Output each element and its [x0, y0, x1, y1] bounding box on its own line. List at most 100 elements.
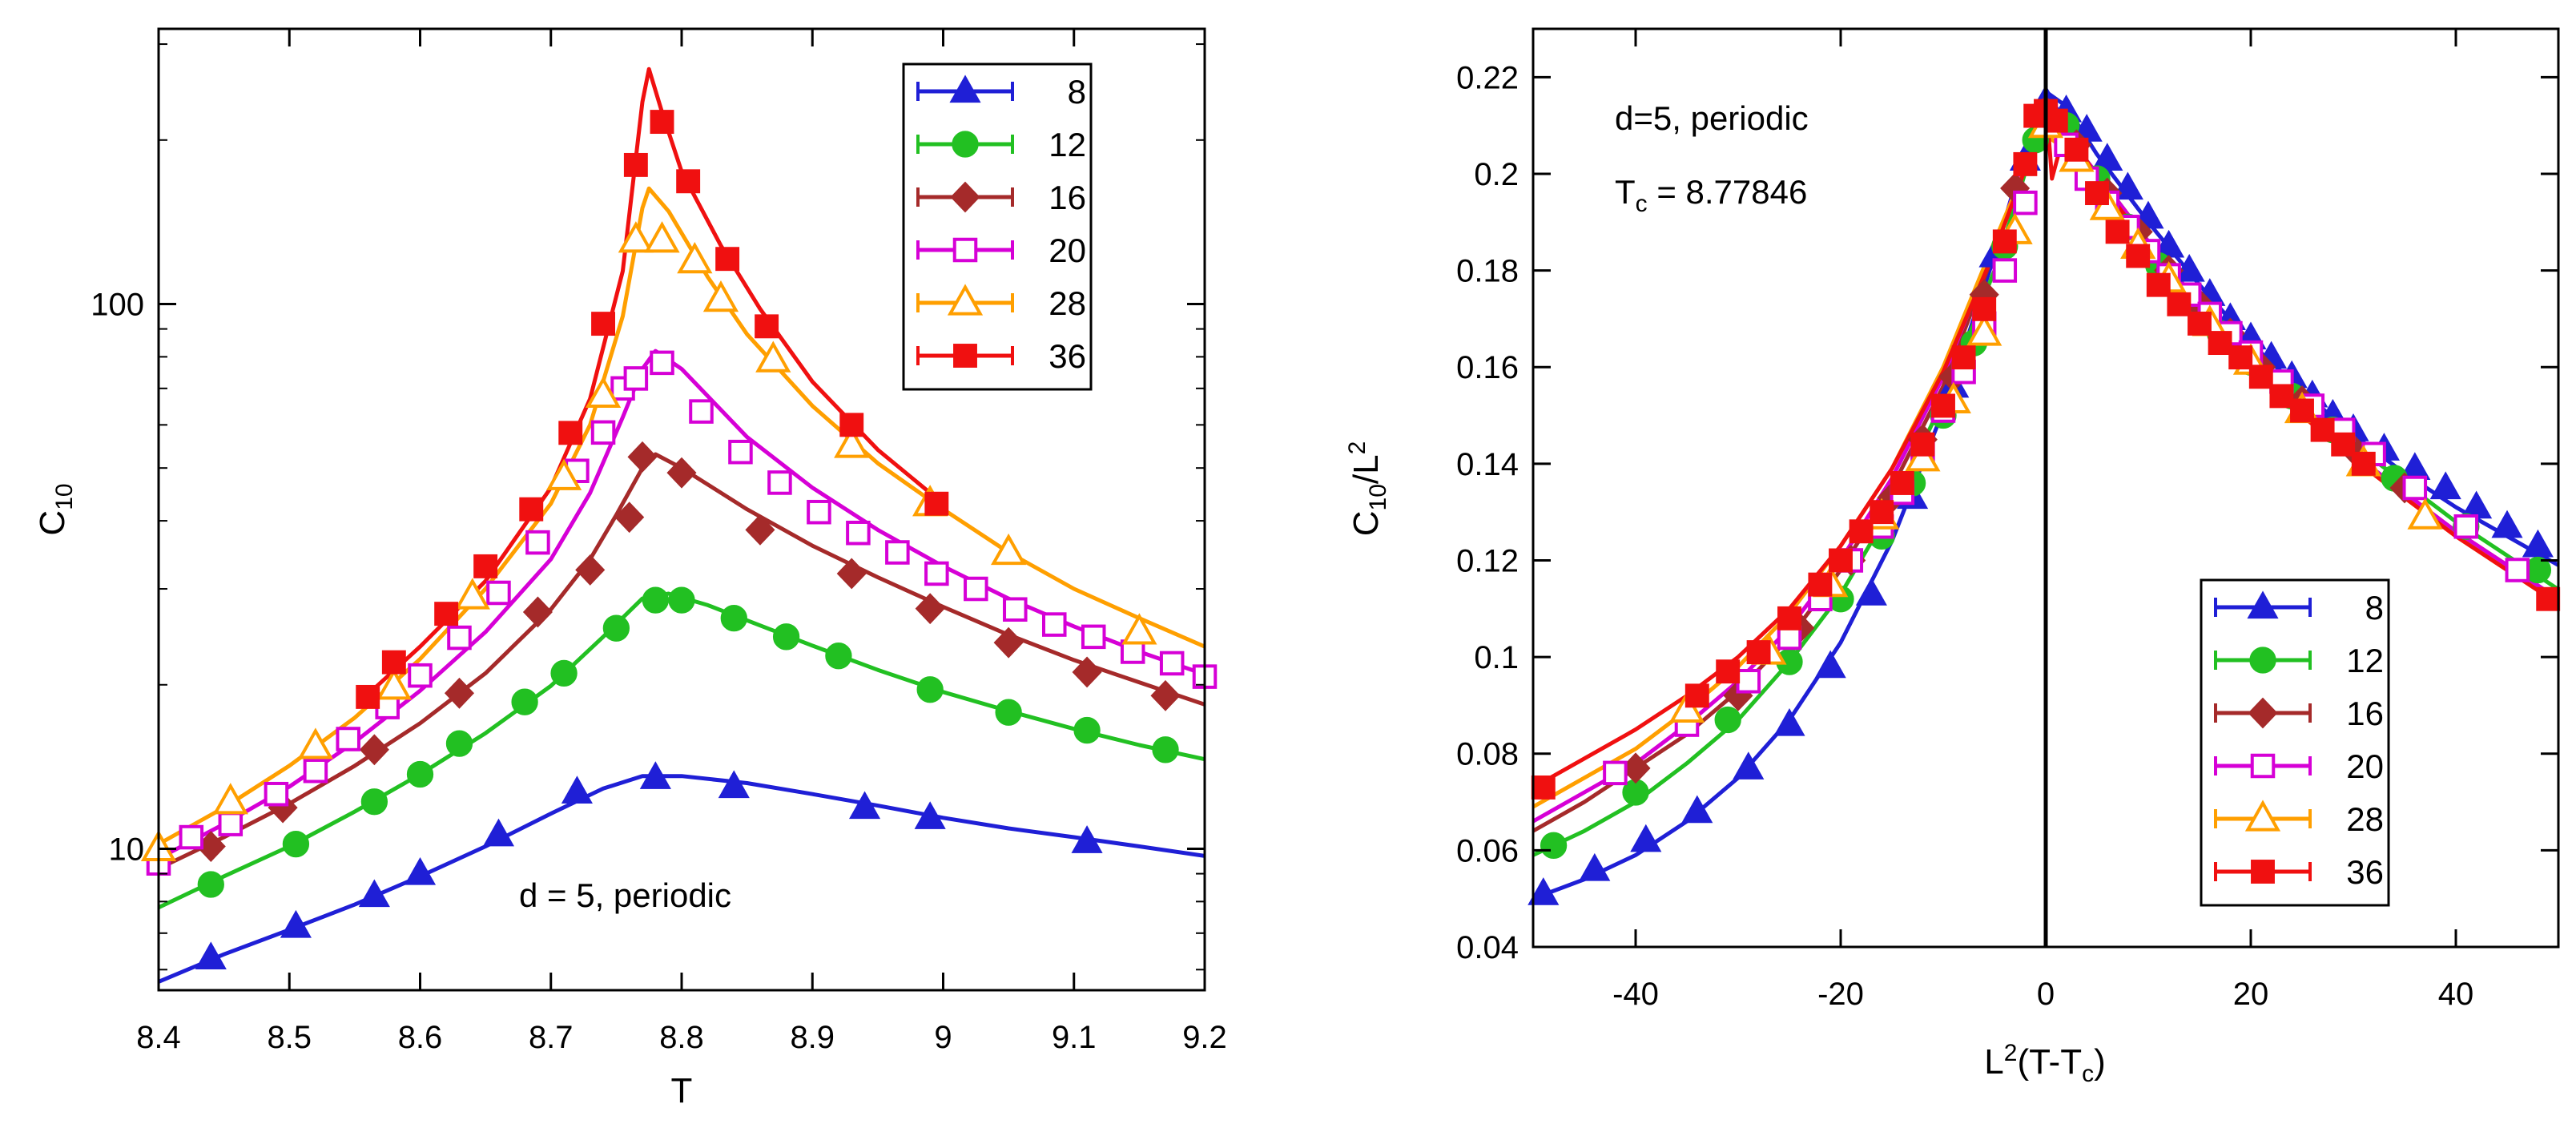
right-ytick-label: 0.22: [1456, 60, 1519, 95]
right-point-L36: [2064, 137, 2089, 162]
left-point-L16: [359, 734, 389, 766]
left-point-L8: [718, 770, 750, 799]
left-point-L16: [836, 558, 867, 590]
left-point-L36: [839, 413, 864, 437]
left-point-L8: [482, 818, 515, 847]
left-point-L16: [522, 596, 553, 628]
right-legend-label-L36: 36: [2346, 853, 2384, 891]
left-point-L12: [772, 623, 800, 651]
left-point-L20: [623, 366, 649, 391]
right-point-L36: [1684, 683, 1709, 708]
left-point-L12: [602, 614, 630, 642]
left-point-L16: [614, 502, 645, 534]
left-xtick-label: 9.1: [1052, 1020, 1097, 1055]
right-chart-panel: -40 -20 0 20 40 0.04 0.06 0.08 0.1 0.12 0.14 0.16 0.…: [1344, 27, 2561, 1087]
right-x-axis-title-mid: (T-T: [2017, 1042, 2082, 1082]
left-point-L20: [408, 663, 433, 688]
left-point-L8: [639, 761, 671, 789]
left-legend-label-L8: 8: [1068, 73, 1086, 111]
left-point-L20: [179, 824, 204, 850]
right-point-L36: [2269, 384, 2294, 409]
right-annotation-tc-main: T: [1615, 173, 1636, 211]
right-point-L36: [2167, 292, 2192, 316]
left-point-L28: [212, 783, 248, 815]
right-xtick-label: 0: [2037, 977, 2055, 1012]
right-ytick-label: 0.08: [1456, 737, 1519, 772]
right-point-L36: [1829, 548, 1853, 573]
right-point-L8: [2429, 471, 2461, 500]
left-point-L12: [550, 659, 578, 687]
left-legend-marker-L20: [952, 237, 978, 263]
left-point-L36: [755, 314, 779, 339]
left-annotation: d = 5, periodic: [519, 876, 731, 914]
left-point-L36: [715, 247, 740, 272]
right-annotation-line1: d=5, periodic: [1615, 99, 1809, 137]
left-point-L20: [1081, 624, 1106, 650]
left-curve-L36: [366, 66, 945, 696]
left-y-axis-title-main: C: [33, 510, 72, 536]
right-point-L36: [2228, 345, 2253, 370]
left-point-L16: [575, 554, 606, 586]
right-point-L36: [2331, 432, 2356, 457]
right-point-L20: [2013, 190, 2038, 216]
left-point-L12: [995, 699, 1022, 726]
right-point-L36: [1777, 606, 1801, 630]
right-legend-marker-L12: [2249, 647, 2276, 674]
right-legend-items: 8 12 16 20 28 36: [2214, 589, 2384, 891]
right-axis-ticks: -40 -20 0 20 40 0.04 0.06 0.08 0.1 0.12 0.14 0.16 0.…: [1456, 29, 2558, 1012]
right-legend-marker-L16: [2248, 697, 2278, 729]
right-point-L36: [2146, 272, 2171, 297]
right-xtick-label: -40: [1612, 977, 1659, 1012]
left-point-L12: [1073, 716, 1101, 744]
left-point-L8: [1071, 825, 1103, 853]
right-point-L8: [2173, 254, 2205, 282]
left-x-axis-title: T: [671, 1071, 693, 1110]
left-ytick-label: 10: [109, 832, 145, 867]
left-point-L36: [623, 152, 648, 177]
left-point-L8: [195, 941, 227, 969]
left-axis-ticks: 8.4 8.5 8.6 8.7 8.8 8.9 9 9.1 9.2 10 100: [91, 29, 1227, 1055]
right-point-L28: [2089, 188, 2125, 220]
right-point-L20: [1777, 625, 1802, 651]
left-legend-label-L12: 12: [1049, 126, 1086, 163]
right-point-L12: [1714, 706, 1741, 734]
left-point-L36: [676, 169, 701, 194]
right-annotation-tc-value: = 8.77846: [1648, 173, 1808, 211]
left-legend-box: [902, 62, 1093, 391]
right-ytick-label: 0.1: [1474, 640, 1519, 675]
left-point-L12: [360, 788, 388, 816]
left-point-L20: [1042, 612, 1067, 637]
left-point-L12: [406, 760, 434, 788]
right-ytick-label: 0.04: [1456, 930, 1519, 965]
left-xtick-label: 8.6: [398, 1020, 443, 1055]
left-y-axis-title: C10: [33, 483, 78, 535]
left-point-L16: [1072, 656, 1102, 688]
left-legend-marker-L12: [952, 131, 979, 158]
right-point-L36: [2126, 244, 2151, 268]
right-point-L8: [1681, 795, 1713, 824]
left-point-L12: [720, 605, 747, 632]
left-point-L36: [434, 602, 459, 626]
right-markers: [1527, 84, 2561, 905]
right-point-L36: [1808, 572, 1833, 597]
right-point-L8: [1855, 578, 1887, 606]
left-point-L20: [728, 439, 753, 465]
right-point-L8: [1579, 852, 1611, 881]
left-point-L28: [585, 376, 622, 408]
left-point-L20: [1003, 597, 1028, 622]
right-point-L36: [2290, 398, 2314, 423]
right-point-L36: [1910, 432, 1935, 457]
left-xtick-label: 9.2: [1182, 1020, 1227, 1055]
left-point-L16: [444, 677, 475, 709]
right-x-axis-title-sup: 2: [2004, 1040, 2018, 1066]
left-point-L36: [924, 491, 949, 516]
right-y-axis-title: C10/L2: [1344, 441, 1391, 537]
left-curve-L20: [159, 348, 1205, 860]
left-point-L28: [644, 221, 680, 253]
left-point-L28: [376, 668, 412, 700]
left-legend-marker-L36: [953, 344, 977, 368]
left-legend-label-L20: 20: [1049, 232, 1086, 269]
left-point-L12: [642, 586, 669, 614]
